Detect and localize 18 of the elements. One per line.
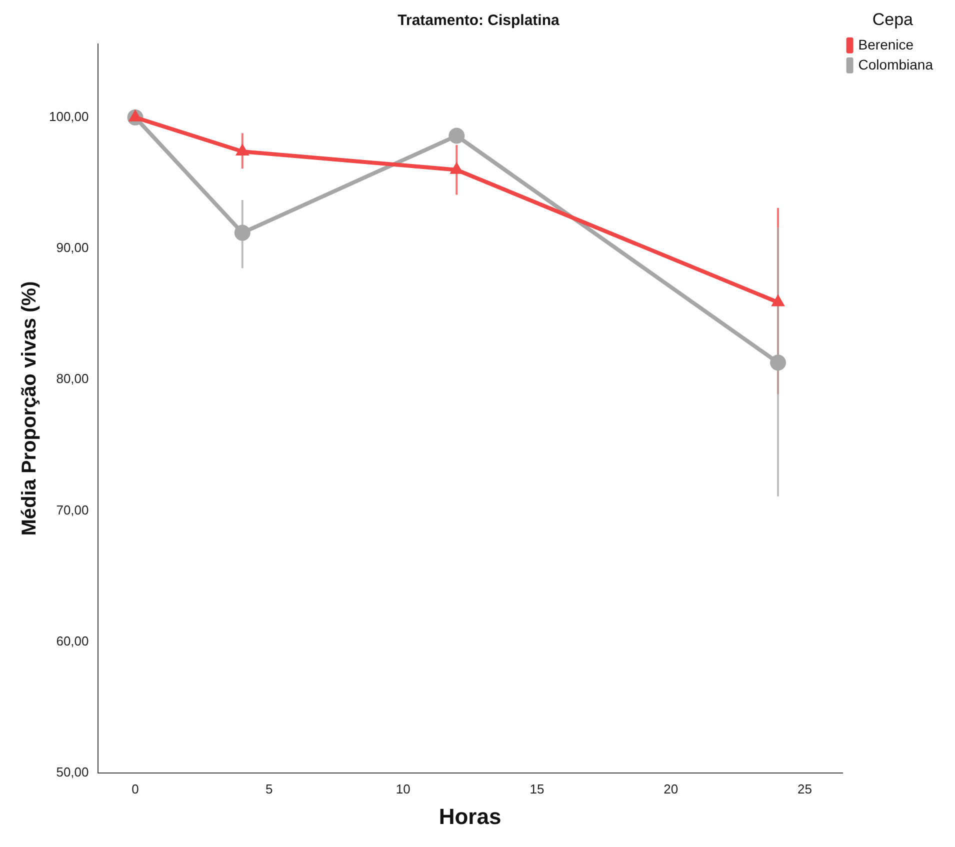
x-tick-label: 20 [664,781,678,796]
y-tick-label: 80,00 [56,371,89,386]
y-axis-title: Média Proporção vivas (%) [18,281,41,536]
x-tick-label: 10 [396,781,410,796]
legend-title: Cepa [872,10,914,30]
y-tick-label: 70,00 [56,502,89,518]
y-tick-label: 100,00 [48,109,89,124]
x-axis-title: Horas [438,804,502,829]
legend-label: Colombiana [858,56,934,72]
y-tick-label: 60,00 [56,633,89,648]
chart-title: Tratamento: Cisplatina [398,12,560,30]
x-tick-label: 25 [798,781,812,796]
x-tick-label: 15 [530,781,544,796]
legend-label: Berenice [858,36,914,52]
y-tick-label: 50,00 [56,764,89,780]
x-tick-label: 5 [266,781,273,796]
y-tick-label: 90,00 [56,240,89,256]
x-tick-label: 0 [132,781,139,796]
